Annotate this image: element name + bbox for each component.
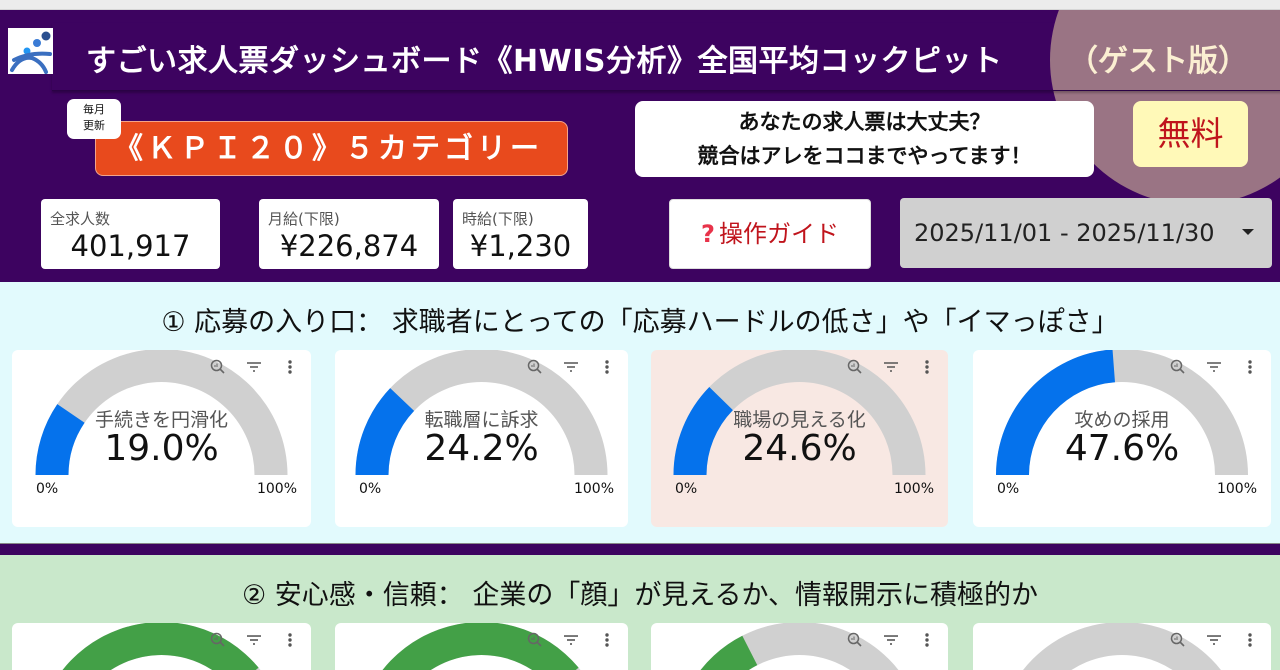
more-vert-icon[interactable] [598, 631, 616, 649]
browser-top-strip [0, 0, 1280, 10]
filter-icon[interactable] [1205, 631, 1223, 649]
card-toolbar [846, 358, 936, 376]
gauge-min-label: 0% [675, 481, 698, 497]
gauge-chart [1023, 623, 1221, 670]
page-title: すごい求人票ダッシュボード《HWIS分析》全国平均コックピット [86, 44, 1003, 79]
more-vert-icon[interactable] [281, 358, 299, 376]
gauge-value: 24.6% [742, 428, 857, 469]
gauge-max-label: 100% [573, 481, 614, 497]
gauge-min-label: 0% [36, 481, 59, 497]
gauge-card[interactable] [335, 623, 628, 670]
date-range-selector[interactable]: 2025/11/01 - 2025/11/30 [900, 198, 1272, 268]
more-vert-icon[interactable] [281, 631, 299, 649]
kpi-category-badge: 《ＫＰＩ２０》５カテゴリー [95, 121, 568, 176]
dashboard-header: すごい求人票ダッシュボード《HWIS分析》全国平均コックピット （ゲスト版） 毎… [0, 10, 1280, 282]
chart-zoom-icon[interactable] [1169, 358, 1187, 376]
gauge-card[interactable]: 攻めの採用 47.6% 0% 100% [973, 350, 1271, 527]
more-vert-icon[interactable] [1241, 631, 1259, 649]
section-divider [0, 543, 1280, 555]
section-trust: ② 安心感・信頼： 企業の「顔」が見えるか、情報開示に積極的か [0, 555, 1280, 670]
gauge-label: 手続きを円滑化 [94, 409, 228, 431]
gauge-card[interactable]: 転職層に訴求 24.2% 0% 100% [335, 350, 628, 527]
caret-down-icon [1242, 229, 1254, 235]
chart-zoom-icon[interactable] [1169, 631, 1187, 649]
filter-icon[interactable] [562, 358, 580, 376]
gauge-min-label: 0% [997, 481, 1020, 497]
stat-total-jobs: 全求人数 401,917 [41, 199, 220, 269]
chart-zoom-icon[interactable] [846, 631, 864, 649]
more-vert-icon[interactable] [1241, 358, 1259, 376]
card-toolbar [526, 358, 616, 376]
chart-zoom-icon[interactable] [526, 358, 544, 376]
date-range-value: 2025/11/01 - 2025/11/30 [914, 219, 1215, 247]
more-vert-icon[interactable] [598, 358, 616, 376]
gauge-max-label: 100% [893, 481, 934, 497]
gauge-card[interactable] [973, 623, 1271, 670]
gauge-card[interactable] [651, 623, 948, 670]
gauge-card[interactable]: 手続きを円滑化 19.0% 0% 100% [12, 350, 311, 527]
gauge-chart [673, 350, 926, 475]
chart-zoom-icon[interactable] [526, 631, 544, 649]
promo-banner: あなたの求人票は大丈夫？ 競合はアレをココまでやってます！ [635, 101, 1094, 177]
gauge-label: 転職層に訴求 [424, 409, 539, 431]
stat-monthly-salary: 月給(下限) ¥226,874 [259, 199, 439, 269]
section-title: ② 安心感・信頼： 企業の「顔」が見えるか、情報開示に積極的か [241, 580, 1039, 611]
more-vert-icon[interactable] [918, 631, 936, 649]
chart-zoom-icon[interactable] [209, 358, 227, 376]
more-vert-icon[interactable] [918, 358, 936, 376]
filter-icon[interactable] [1205, 358, 1223, 376]
card-toolbar [1169, 631, 1259, 649]
filter-icon[interactable] [562, 631, 580, 649]
card-toolbar [846, 631, 936, 649]
monthly-update-badge: 毎月 更新 [67, 99, 121, 139]
gauge-max-label: 100% [256, 481, 297, 497]
chart-zoom-icon[interactable] [209, 631, 227, 649]
gauge-value: 47.6% [1064, 428, 1180, 469]
card-toolbar [209, 631, 299, 649]
free-badge: 無料 [1133, 101, 1248, 167]
gauge-chart [35, 350, 288, 475]
section-title: ① 応募の入り口： 求職者にとっての「応募ハードルの低さ」や「イマっぽさ」 [161, 307, 1119, 338]
filter-icon[interactable] [882, 358, 900, 376]
filter-icon[interactable] [882, 631, 900, 649]
gauge-chart [996, 350, 1248, 475]
running-person-logo-icon [8, 28, 53, 74]
gauge-max-label: 100% [1216, 481, 1257, 497]
title-bar [52, 23, 1280, 91]
gauge-min-label: 0% [359, 481, 382, 497]
filter-icon[interactable] [245, 631, 263, 649]
question-mark-icon: ? [701, 220, 715, 248]
gauge-card[interactable]: 職場の見える化 24.6% 0% 100% [651, 350, 948, 527]
filter-icon[interactable] [245, 358, 263, 376]
card-toolbar [209, 358, 299, 376]
gauge-value: 19.0% [104, 428, 219, 469]
edition-label: （ゲスト版） [1068, 44, 1248, 79]
gauge-label: 攻めの採用 [1074, 409, 1170, 431]
section-application-entry: ① 応募の入り口： 求職者にとっての「応募ハードルの低さ」や「イマっぽさ」 手続… [0, 282, 1280, 544]
stat-hourly-wage: 時給(下限) ¥1,230 [453, 199, 588, 269]
gauge-chart [62, 623, 261, 670]
gauge-chart [355, 350, 608, 475]
card-toolbar [1169, 358, 1259, 376]
gauge-chart [700, 623, 899, 670]
gauge-label: 職場の見える化 [733, 409, 866, 431]
card-toolbar [526, 631, 616, 649]
gauge-value: 24.2% [424, 428, 539, 469]
operation-guide-button[interactable]: ? 操作ガイド [669, 199, 871, 269]
gauge-card[interactable] [12, 623, 311, 670]
chart-zoom-icon[interactable] [846, 358, 864, 376]
